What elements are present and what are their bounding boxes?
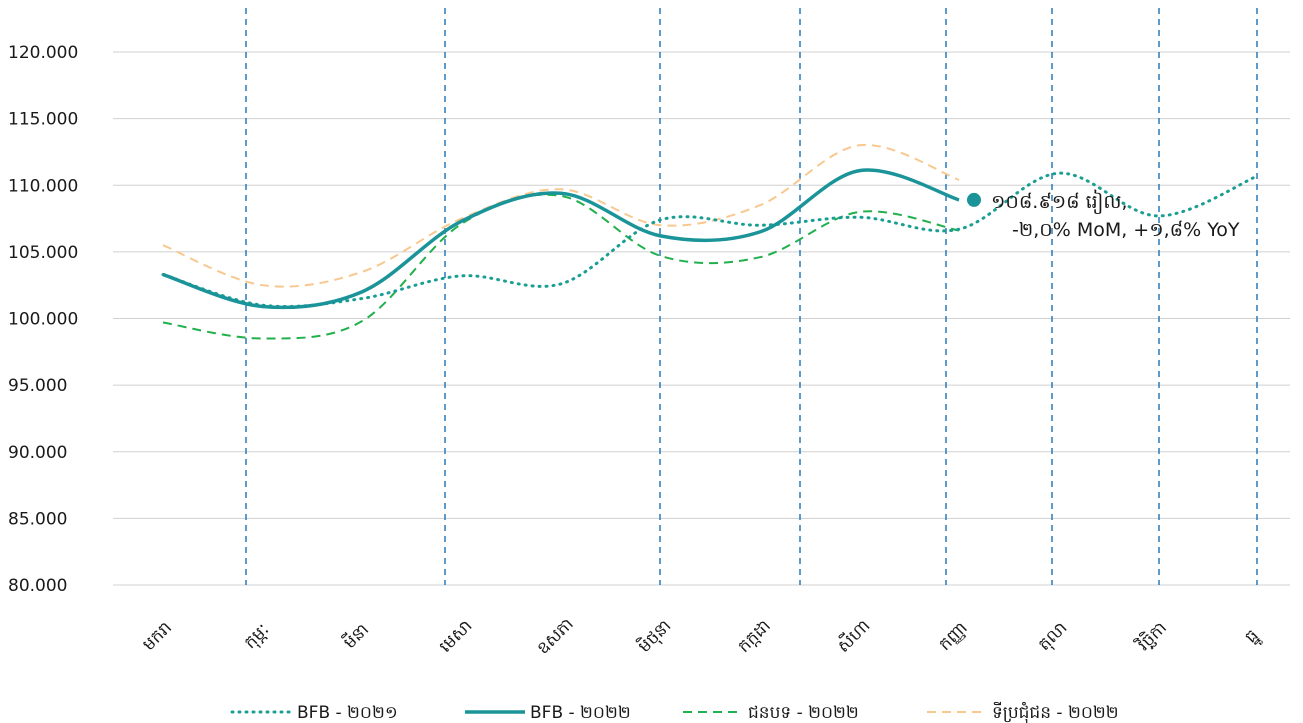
x-tick-label: ឧសភា	[533, 614, 578, 659]
x-tick-label: វិច្ឆិកា	[1131, 617, 1171, 657]
y-tick-label: 95.000	[8, 376, 67, 396]
series-line	[162, 144, 960, 288]
y-tick-label: 110.000	[8, 176, 78, 196]
series-line	[162, 168, 960, 310]
annotation-line-2: -២,០% MoM, +១,៨% YoY	[1012, 219, 1240, 241]
legend-label: BFB - ២០២២	[530, 703, 631, 723]
y-tick-label: 80.000	[8, 576, 67, 596]
series-lines	[161, 144, 1259, 340]
y-tick-label: 90.000	[8, 443, 67, 463]
annotation-line-1: ១០៨.៩១៨ រៀល,	[991, 189, 1128, 215]
y-tick-label: 115.000	[8, 110, 78, 130]
annotation-point	[967, 192, 981, 207]
y-axis-ticks: 80.000 85.000 90.000 95.000 100.000 105.000 11…	[8, 43, 78, 596]
vertical-month-markers	[245, 8, 1258, 585]
legend-label: ជនបទ - ២០២២	[748, 703, 859, 723]
y-tick-label: 120.000	[8, 43, 78, 63]
legend: BFB - ២០២១ BFB - ២០២២ ជនបទ - ២០២២ ទីប្រជុំជ…	[230, 701, 1119, 723]
grid-lines	[113, 51, 1290, 586]
legend-label: ទីប្រជុំជន - ២០២២	[992, 701, 1119, 723]
y-tick-label: 100.000	[8, 310, 78, 330]
annotation: ១០៨.៩១៨ រៀល, -២,០% MoM, +១,៨% YoY	[967, 189, 1240, 241]
y-tick-label: 105.000	[8, 243, 78, 263]
x-tick-label: តុលា	[1034, 618, 1072, 656]
x-tick-label: មេសា	[436, 616, 477, 657]
x-tick-label: កក្កដា	[734, 616, 775, 657]
x-tick-label: មីនា	[338, 618, 373, 653]
x-tick-label: ធ្នូ	[1241, 626, 1265, 650]
series-line	[162, 193, 960, 340]
x-axis-ticks: មករា កុម្ភៈ មីនា មេសា ឧសភា មិថុនា កក្កដា សីហា កញ…	[139, 614, 1265, 659]
y-tick-label: 85.000	[8, 509, 67, 529]
x-tick-label: កញ្ញា	[935, 618, 972, 655]
x-tick-label: សីហា	[832, 615, 874, 657]
x-tick-label: កុម្ភៈ	[240, 620, 274, 654]
legend-label: BFB - ២០២១	[297, 703, 398, 723]
series-line	[161, 171, 1259, 308]
x-tick-label: មិថុនា	[633, 615, 676, 658]
x-tick-label: មករា	[139, 618, 176, 655]
